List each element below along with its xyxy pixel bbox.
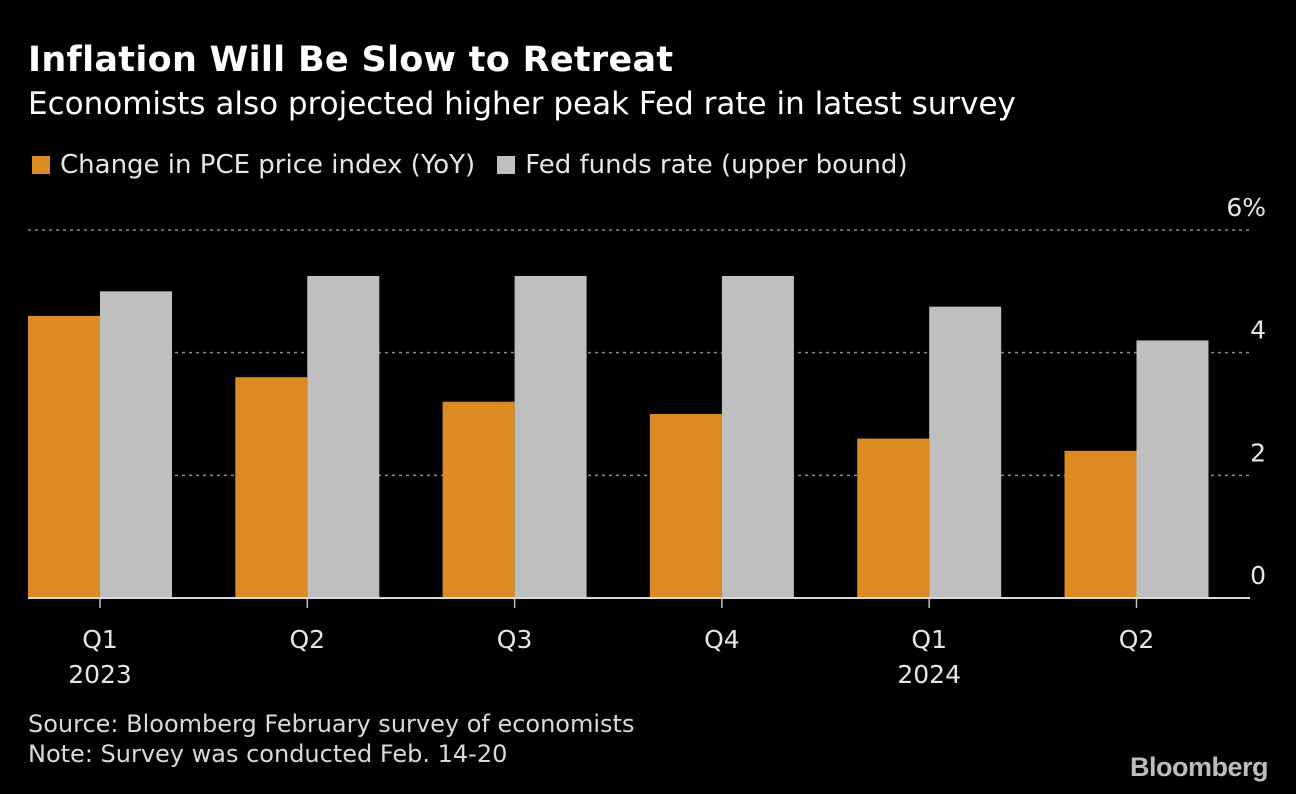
bar-fed-0 bbox=[100, 291, 172, 598]
bar-fed-5 bbox=[1136, 340, 1209, 598]
bar-fed-1 bbox=[307, 276, 380, 598]
y-tick-label-2: 2 bbox=[1250, 438, 1266, 467]
x-tick-label-3: Q4 bbox=[704, 625, 740, 654]
bar-pce-3 bbox=[649, 414, 722, 598]
bar-pce-1 bbox=[235, 377, 308, 598]
legend-item-fed: Fed funds rate (upper bound) bbox=[497, 150, 908, 180]
chart-subtitle: Economists also projected higher peak Fe… bbox=[28, 86, 1016, 122]
legend-label-fed: Fed funds rate (upper bound) bbox=[525, 150, 908, 180]
bar-pce-2 bbox=[442, 401, 515, 598]
x-tick-label-2: Q3 bbox=[497, 625, 533, 654]
bar-pce-5 bbox=[1064, 450, 1137, 598]
bar-pce-4 bbox=[857, 438, 930, 598]
chart-legend: Change in PCE price index (YoY) Fed fund… bbox=[32, 150, 930, 180]
x-year-label-4: 2024 bbox=[897, 660, 961, 689]
bar-fed-3 bbox=[721, 276, 794, 598]
bar-fed-2 bbox=[514, 276, 587, 598]
y-tick-label-0: 6% bbox=[1226, 193, 1266, 222]
y-tick-label-1: 4 bbox=[1250, 316, 1266, 345]
y-tick-label-3: 0 bbox=[1250, 561, 1266, 590]
x-tick-label-5: Q2 bbox=[1119, 625, 1155, 654]
survey-note: Note: Survey was conducted Feb. 14-20 bbox=[28, 740, 508, 768]
x-tick-label-0: Q1 bbox=[82, 625, 118, 654]
x-year-label-0: 2023 bbox=[68, 660, 132, 689]
legend-swatch-pce bbox=[32, 156, 50, 174]
bar-pce-0 bbox=[28, 315, 100, 598]
legend-item-pce: Change in PCE price index (YoY) bbox=[32, 150, 475, 180]
legend-swatch-fed bbox=[497, 156, 516, 174]
source-note: Source: Bloomberg February survey of eco… bbox=[28, 710, 635, 738]
x-tick-label-1: Q2 bbox=[290, 625, 326, 654]
x-tick-label-4: Q1 bbox=[911, 625, 947, 654]
bar-fed-4 bbox=[929, 306, 1002, 598]
chart-title: Inflation Will Be Slow to Retreat bbox=[28, 40, 674, 80]
legend-label-pce: Change in PCE price index (YoY) bbox=[60, 150, 476, 180]
bloomberg-logo: Bloomberg bbox=[1129, 752, 1269, 782]
